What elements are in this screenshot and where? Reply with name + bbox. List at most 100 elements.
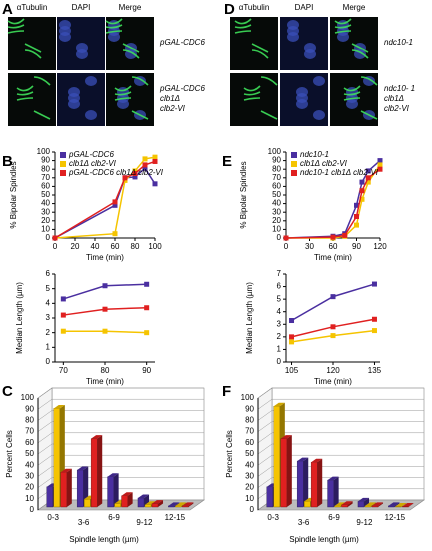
bar-side: [66, 468, 72, 507]
grid-line: [257, 466, 424, 477]
x-tick-label: 100: [148, 242, 162, 251]
x-axis-label: Time (min): [314, 377, 352, 386]
point: [142, 162, 148, 168]
point: [342, 232, 348, 238]
point: [365, 179, 371, 185]
spindle: [243, 97, 261, 101]
y-tick-label: 2: [46, 328, 51, 337]
bar-top: [137, 494, 150, 499]
bar-front: [60, 472, 68, 508]
x-tick-label: 60: [329, 242, 338, 251]
bar-front: [371, 505, 379, 508]
y-tick-label: 70: [245, 427, 254, 436]
y-tick-label: 70: [272, 173, 281, 182]
point: [102, 306, 108, 312]
spindle: [334, 24, 352, 29]
x-tick-label: 90: [352, 242, 361, 251]
point: [359, 179, 365, 185]
legend-label: pGAL-CDC6 clb1Δ clb2-VI: [68, 168, 164, 177]
spindle: [16, 97, 34, 101]
point: [354, 222, 359, 228]
y-tick-label: 60: [25, 438, 34, 447]
bar-front: [182, 505, 189, 508]
bar: [395, 503, 407, 508]
x-tick-label: 3-6: [298, 518, 310, 527]
y-tick-label: 5: [277, 294, 282, 303]
y-tick-label: 100: [241, 393, 255, 402]
y-tick-label: 40: [25, 460, 34, 469]
y-tick-label: 1: [46, 342, 51, 351]
micrograph: [230, 73, 278, 126]
spindle: [234, 18, 252, 25]
bar-side: [286, 435, 292, 507]
y-tick-label: 6: [46, 269, 51, 278]
bar: [296, 457, 309, 508]
y-tick-label: 50: [272, 190, 281, 199]
y-tick-label: 0: [30, 505, 35, 514]
spindle: [16, 91, 34, 96]
spindle: [114, 91, 132, 96]
y-tick-label: 40: [272, 199, 281, 208]
bar-front: [76, 469, 84, 508]
point: [289, 334, 295, 340]
y-tick-label: 10: [25, 494, 34, 503]
strain-label: ndc10-1: [384, 38, 413, 47]
micrograph: [230, 17, 278, 70]
y-tick-label: 20: [245, 483, 254, 492]
point: [152, 154, 158, 160]
spindle: [131, 76, 149, 86]
bar-side: [378, 502, 384, 507]
y-tick-label: 10: [245, 494, 254, 503]
column-header: Merge: [119, 3, 142, 12]
y-tick-label: 3: [46, 313, 51, 322]
point: [132, 168, 138, 174]
legend-swatch: [60, 152, 66, 158]
y-tick-label: 2: [277, 332, 282, 341]
bar-front: [388, 505, 395, 508]
point: [330, 324, 336, 330]
spindle: [7, 24, 25, 29]
y-tick-label: 40: [245, 460, 254, 469]
legend-label: pGAL-CDC6: [68, 150, 114, 159]
bar-top: [364, 502, 377, 506]
bar: [121, 492, 133, 508]
spindle: [114, 85, 132, 92]
y-tick-label: 0: [250, 505, 255, 514]
legend-label: ndc10-1: [300, 150, 329, 159]
x-tick-label: 6-9: [108, 513, 120, 522]
bar: [310, 458, 323, 508]
point: [371, 328, 377, 334]
y-tick-label: 80: [245, 416, 254, 425]
bar-side: [333, 476, 339, 507]
y-tick-label: 4: [46, 298, 51, 307]
column-header: DAPI: [72, 3, 91, 12]
x-tick-label: 20: [71, 242, 80, 251]
y-tick-label: 0: [277, 357, 282, 366]
series-line: [54, 167, 156, 239]
x-tick-label: 12-15: [385, 513, 406, 522]
x-tick-label: 90: [142, 366, 151, 375]
y-tick-label: 80: [41, 164, 50, 173]
bar-top: [121, 492, 133, 496]
bar-side: [158, 500, 164, 507]
point: [354, 214, 359, 219]
bar-top: [327, 476, 339, 481]
bar-front: [137, 497, 145, 508]
spindle: [33, 76, 51, 86]
bar-top: [60, 468, 72, 473]
y-tick-label: 30: [25, 472, 34, 481]
point: [122, 175, 128, 181]
bar-top: [107, 473, 119, 477]
bar-side: [303, 457, 309, 507]
point: [365, 168, 371, 174]
y-tick-label: 0: [277, 233, 282, 242]
bar-side: [347, 501, 353, 507]
x-tick-label: 120: [373, 242, 387, 251]
point: [112, 202, 118, 208]
spindle: [243, 85, 261, 92]
bar: [76, 466, 89, 508]
spindle: [360, 76, 378, 86]
point: [60, 312, 66, 318]
y-tick-label: 7: [277, 269, 282, 278]
spindle: [33, 110, 51, 120]
